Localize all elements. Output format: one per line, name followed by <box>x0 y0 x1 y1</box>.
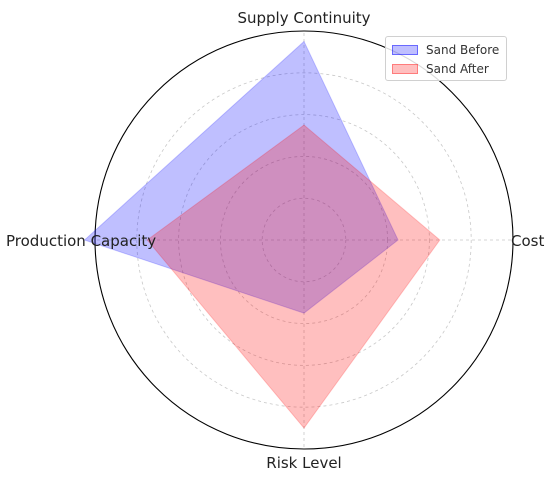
legend-swatch-sand-before <box>392 44 418 55</box>
legend-item-sand-after: Sand After <box>392 59 500 78</box>
legend: Sand Before Sand After <box>385 36 507 81</box>
axis-label-supply-continuity: Supply Continuity <box>237 9 370 27</box>
axis-label-risk-level: Risk Level <box>266 454 341 472</box>
series-area-sand-after <box>146 124 441 429</box>
grid-ring <box>178 114 430 366</box>
legend-item-sand-before: Sand Before <box>392 40 500 59</box>
grid-ring <box>219 155 388 324</box>
polar-frame <box>94 30 514 450</box>
legend-label-sand-before: Sand Before <box>426 42 500 57</box>
axis-label-production-capacity: Production Capacity <box>6 232 156 250</box>
legend-label-sand-after: Sand After <box>426 61 489 76</box>
legend-swatch-sand-after <box>392 63 418 74</box>
grid-ring <box>136 72 472 408</box>
grid-ring <box>261 197 347 283</box>
series-area-sand-before <box>83 40 399 314</box>
axis-label-cost: Cost <box>511 232 544 250</box>
